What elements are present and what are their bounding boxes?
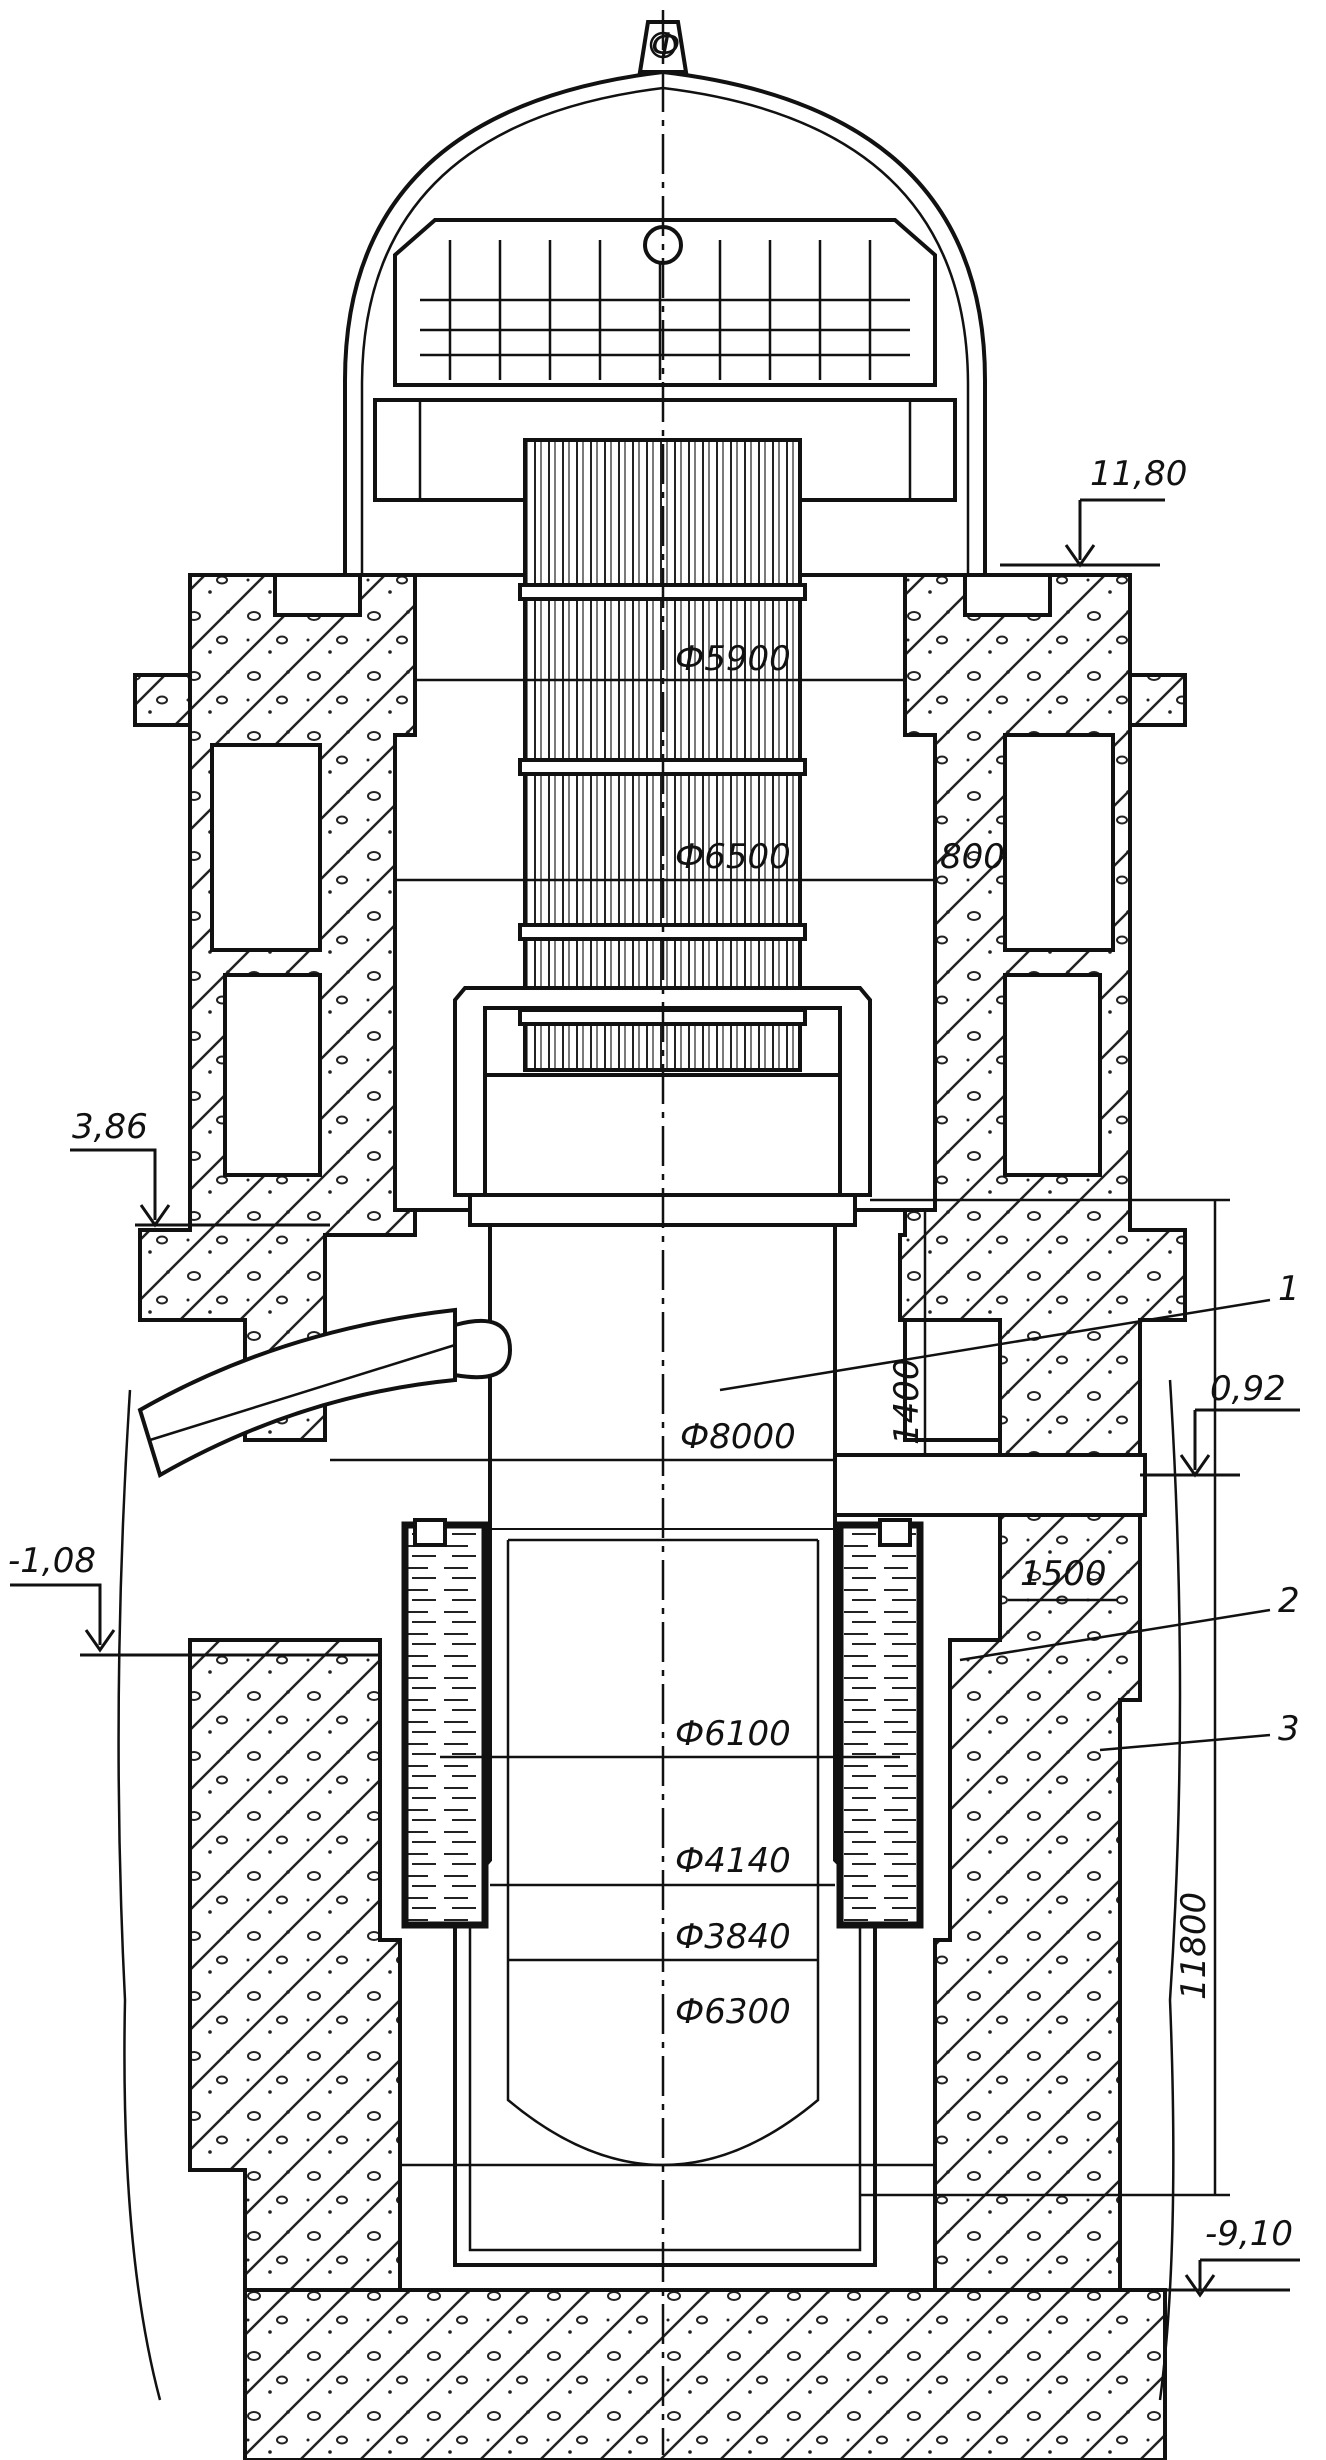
dim-d8000: Ф8000: [680, 1417, 796, 1457]
right-opening-upper: [1003, 733, 1115, 952]
dim-w1500: 1500: [1020, 1554, 1107, 1594]
dim-d6100: Ф6100: [675, 1714, 791, 1754]
right-top-recess: [963, 573, 1052, 617]
elevation-lower-floor: -1,08: [8, 1541, 96, 1581]
callout-1: 1: [1278, 1269, 1300, 1309]
dimension-lines: [330, 678, 1230, 2197]
callout-leaders: [719, 1298, 1271, 1752]
right-shield-wall: [898, 573, 1187, 2292]
callout-3: 3: [1278, 1709, 1300, 1749]
top-lug-symbol: Ф: [651, 26, 680, 66]
water-shield-left: [401, 1518, 489, 1929]
foundation-slab: [243, 2288, 1167, 2460]
dim-h1400: 1400: [887, 1358, 927, 1445]
dim-d6300: Ф6300: [675, 1992, 791, 2032]
right-opening-lower: [1003, 973, 1102, 1177]
outer-outline: [117, 1379, 1182, 2401]
left-opening-lower: [223, 973, 322, 1177]
dim-d3840: Ф3840: [675, 1917, 791, 1957]
dim-d6500: Ф6500: [675, 837, 791, 877]
dim-d5900: Ф5900: [675, 639, 791, 679]
right-nozzle-chamber: [903, 1318, 1002, 1442]
elevation-nozzle: 0,92: [1210, 1369, 1286, 1409]
elevation-top: 11,80: [1090, 454, 1187, 494]
elevation-markers: [10, 498, 1300, 2298]
dim-d4140: Ф4140: [675, 1841, 791, 1881]
left-top-recess: [273, 573, 362, 617]
water-shield-right: [836, 1518, 924, 1929]
elevation-bottom: -9,10: [1205, 2214, 1293, 2254]
elevation-upper-floor: 3,86: [72, 1107, 148, 1147]
callout-2: 2: [1278, 1581, 1300, 1621]
left-opening-upper: [210, 743, 322, 952]
dim-h11800: 11800: [1174, 1892, 1214, 2000]
dim-thk800: 800: [940, 837, 1005, 877]
